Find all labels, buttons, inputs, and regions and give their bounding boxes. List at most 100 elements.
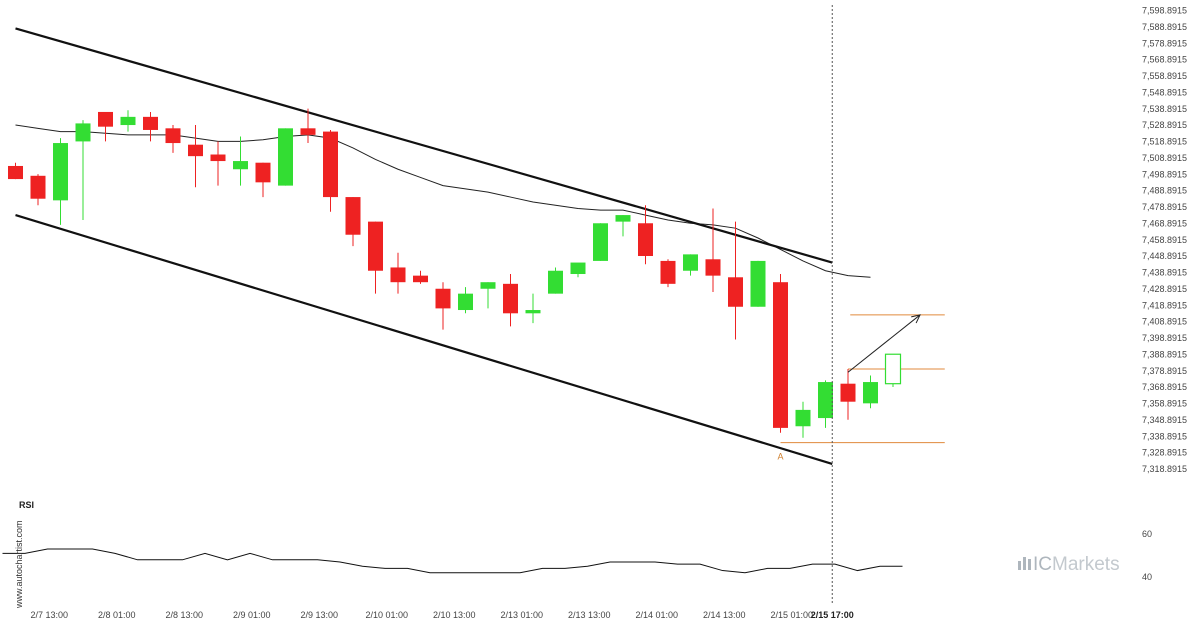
- candle-body: [233, 161, 248, 170]
- y-tick-label: 7,458.8915: [1142, 235, 1187, 245]
- candle-body: [593, 223, 608, 261]
- x-tick-label: 2/7 13:00: [30, 610, 68, 620]
- candlesticks: [8, 108, 902, 438]
- candle-body: [390, 267, 406, 283]
- candle-body: [413, 275, 428, 283]
- moving-average-line: [15, 124, 871, 278]
- x-tick-label: 2/15 01:00: [770, 610, 813, 620]
- bullish-candle: [863, 375, 878, 409]
- bearish-candle: [773, 274, 788, 433]
- bearish-candle: [503, 274, 518, 327]
- bearish-candle: [143, 111, 158, 142]
- brand-logo: ICMarkets: [1018, 554, 1120, 575]
- bullish-candle: [53, 138, 68, 225]
- y-tick-label: 7,508.8915: [1142, 153, 1187, 163]
- channel-lower-line: [15, 214, 833, 465]
- x-tick-label: 2/8 13:00: [165, 610, 203, 620]
- candle-body: [773, 282, 788, 428]
- bearish-candle: [840, 368, 856, 420]
- watermark-text: www.autochartist.com: [14, 520, 24, 609]
- x-tick-label: 2/15 17:00: [811, 610, 854, 620]
- y-tick-label: 7,378.8915: [1142, 366, 1187, 376]
- y-tick-label: 7,548.8915: [1142, 87, 1187, 97]
- candle-body: [188, 144, 203, 157]
- bullish-candle: [548, 267, 563, 294]
- bearish-candle: [30, 174, 46, 206]
- candle-body: [435, 288, 451, 309]
- candle-body: [8, 165, 23, 180]
- candle-body: [75, 123, 91, 142]
- y-tick-label: 7,518.8915: [1142, 137, 1187, 147]
- rsi-tick-label: 40: [1142, 572, 1152, 582]
- bullish-candle: [480, 282, 496, 309]
- candle-body: [458, 293, 473, 311]
- x-axis-labels: 2/7 13:00 2/8 01:00 2/8 13:00 2/9 01:00 2/9 …: [30, 610, 853, 620]
- bullish-candle: [458, 287, 473, 314]
- candle-body: [323, 131, 338, 198]
- candle-body: [615, 215, 631, 222]
- x-tick-label: 2/14 13:00: [703, 610, 746, 620]
- candle-body: [53, 143, 68, 201]
- bars-icon: [1018, 557, 1031, 570]
- bullish-candle: [795, 401, 811, 438]
- candle-body: [525, 310, 541, 314]
- y-tick-label: 7,328.8915: [1142, 448, 1187, 458]
- y-tick-label: 7,398.8915: [1142, 333, 1187, 343]
- y-tick-label: 7,538.8915: [1142, 104, 1187, 114]
- y-tick-label: 7,468.8915: [1142, 218, 1187, 228]
- bullish-candle: [75, 120, 91, 220]
- candle-body: [368, 221, 383, 271]
- candle-body: [503, 283, 518, 314]
- y-tick-label: 7,448.8915: [1142, 251, 1187, 261]
- channel-upper-line: [15, 27, 833, 264]
- candle-body: [750, 260, 766, 307]
- bullish-candle: [120, 110, 136, 132]
- candle-body: [165, 128, 181, 144]
- pattern-point-label: A: [778, 451, 784, 461]
- bearish-candle: [255, 162, 271, 198]
- bullish-candle: [750, 260, 766, 307]
- candle-body: [570, 262, 586, 275]
- y-tick-label: 7,428.8915: [1142, 284, 1187, 294]
- bearish-candle: [368, 221, 383, 294]
- y-tick-label: 7,338.8915: [1142, 431, 1187, 441]
- y-tick-label: 7,568.8915: [1142, 55, 1187, 65]
- bearish-candle: [705, 208, 721, 293]
- y-tick-label: 7,558.8915: [1142, 71, 1187, 81]
- bullish-candle: [615, 215, 631, 237]
- rsi-panel: RSI 40 60: [2, 500, 1152, 582]
- bearish-candle: [413, 270, 428, 284]
- y-tick-label: 7,348.8915: [1142, 415, 1187, 425]
- forecast-arrow-line: [847, 314, 921, 373]
- bullish-candle: [683, 254, 698, 276]
- plot-area: A: [8, 27, 945, 465]
- candle-body: [120, 116, 136, 126]
- bullish-candle: [570, 262, 586, 278]
- bearish-candle: [638, 205, 653, 265]
- candle-body: [98, 111, 113, 127]
- bearish-candle: [390, 252, 406, 294]
- bearish-candle: [8, 162, 23, 180]
- moving-average: [15, 124, 871, 278]
- y-tick-label: 7,478.8915: [1142, 202, 1187, 212]
- bullish-candle: [233, 136, 248, 186]
- x-tick-label: 2/13 13:00: [568, 610, 611, 620]
- y-tick-label: 7,598.8915: [1142, 6, 1187, 16]
- svg-text:ICMarkets: ICMarkets: [1033, 554, 1120, 575]
- bearish-candle: [210, 141, 226, 186]
- y-tick-label: 7,318.8915: [1142, 464, 1187, 474]
- y-tick-label: 7,368.8915: [1142, 382, 1187, 392]
- rsi-title: RSI: [19, 500, 34, 510]
- x-tick-label: 2/8 01:00: [98, 610, 136, 620]
- candle-body: [638, 223, 653, 257]
- candle-body: [480, 282, 496, 289]
- bearish-candle: [188, 125, 203, 188]
- x-tick-label: 2/9 13:00: [300, 610, 338, 620]
- candle-body: [840, 383, 856, 402]
- y-tick-label: 7,488.8915: [1142, 186, 1187, 196]
- candle-body: [300, 128, 316, 135]
- logo-prefix: IC: [1033, 554, 1052, 575]
- x-tick-label: 2/14 01:00: [635, 610, 678, 620]
- bearish-candle: [660, 259, 676, 288]
